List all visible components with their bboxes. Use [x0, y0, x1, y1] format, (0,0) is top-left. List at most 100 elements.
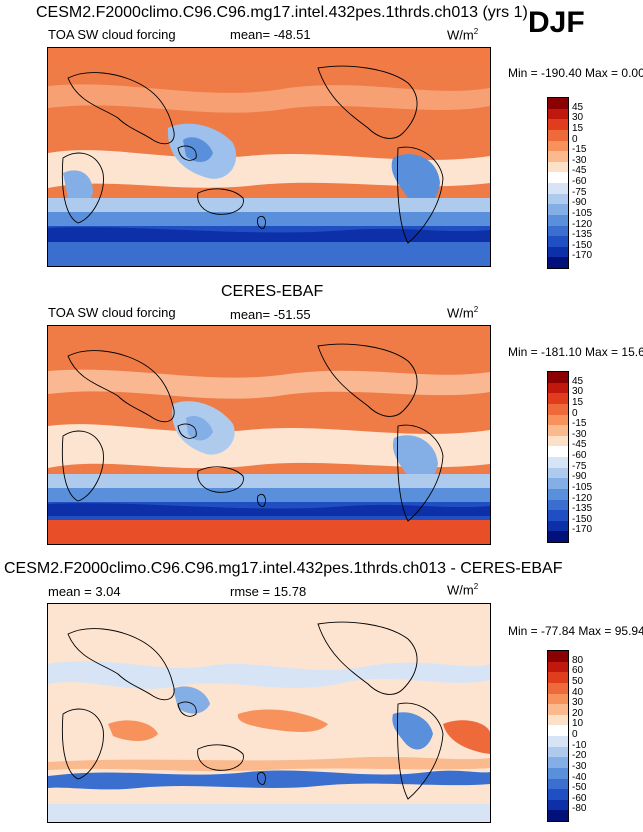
colorbar-swatch [548, 108, 568, 120]
colorbar-swatch [548, 714, 568, 726]
colorbar-tick-label: 0 [572, 133, 578, 145]
so-negative-band [48, 770, 490, 790]
panel-1-minmax: Min = -190.40 Max = 0.00 [508, 66, 643, 80]
colorbar-tick-label: 0 [572, 729, 578, 740]
antarctic-band [48, 242, 490, 266]
colorbar-swatch [548, 382, 568, 394]
colorbar-swatch [548, 151, 568, 162]
panel-3-map-svg [48, 604, 490, 822]
pacific-positive [237, 709, 328, 732]
colorbar-tick-label: 10 [572, 718, 584, 730]
warm-pool-core [186, 415, 213, 441]
colorbar-swatch [548, 693, 568, 705]
panel-2-title: CERES-EBAF [221, 283, 324, 300]
atlantic-positive [443, 720, 490, 754]
colorbar-tick-label: 0 [572, 407, 578, 419]
colorbar-tick-label: -90 [572, 471, 587, 483]
colorbar-tick-label: -30 [572, 428, 587, 440]
panel-1-map-svg [48, 48, 490, 266]
warm-pool-core [183, 137, 213, 162]
colorbar-tick-label: -40 [572, 771, 587, 783]
colorbar-swatch [548, 372, 568, 383]
warm-pool-negative [173, 686, 210, 714]
colorbar-tick-label: 60 [572, 665, 584, 677]
colorbar-swatch [548, 225, 568, 237]
panel-2-colorbar-ticks: 45 30 15 0 -15 -30 -45 -60 -75 -90 -105 -120 -135 -15… [572, 371, 632, 541]
colorbar-swatch [548, 725, 568, 736]
colorbar-swatch [548, 778, 568, 790]
colorbar-swatch [548, 499, 568, 511]
africa-convection [63, 170, 93, 206]
colorbar-tick-label: -150 [572, 513, 593, 525]
colorbar-swatch [548, 236, 568, 247]
colorbar-tick-label: -120 [572, 492, 593, 504]
colorbar-tick-label: -135 [572, 503, 593, 515]
colorbar-tick-label: -75 [572, 460, 587, 472]
colorbar-swatch [548, 414, 568, 426]
antarctic-band [48, 520, 490, 544]
colorbar-tick-label: 40 [572, 686, 584, 698]
panel-1-mean-label: mean= -48.51 [230, 27, 311, 42]
arctic-band [48, 48, 490, 68]
colorbar-swatch [548, 435, 568, 447]
colorbar-tick-label: 30 [572, 112, 584, 124]
colorbar-swatch [548, 214, 568, 226]
colorbar-tick-label: -45 [572, 165, 587, 177]
coastlines [61, 621, 444, 800]
colorbar-tick-label: -30 [572, 760, 587, 772]
coastlines [61, 65, 444, 244]
panel-3-title: CESM2.F2000climo.C96.C96.mg17.intel.432p… [4, 560, 563, 577]
colorbar-tick-label: -90 [572, 197, 587, 209]
colorbar-tick-label: -50 [572, 782, 587, 794]
panel-3-mean-label: mean = 3.04 [48, 584, 121, 599]
south-america-convection [392, 435, 438, 485]
panel-2-mean-label: mean= -51.55 [230, 307, 311, 322]
colorbar-swatch [548, 520, 568, 532]
panel-3-colorbar-ticks: 80 60 50 40 30 20 10 0 -10 -20 -30 -40 -50 -60 -80 [572, 650, 632, 820]
colorbar-tick-label: -60 [572, 450, 587, 461]
colorbar-tick-label: -10 [572, 739, 587, 751]
colorbar-swatch [548, 799, 568, 811]
south-america-convection [391, 154, 440, 209]
colorbar-tick-label: 30 [572, 697, 584, 709]
colorbar-swatch [548, 467, 568, 479]
colorbar-tick-label: 50 [572, 675, 584, 687]
colorbar-swatch [548, 457, 568, 468]
panel-1-variable-label: TOA SW cloud forcing [48, 27, 176, 42]
colorbar-swatch [548, 129, 568, 141]
colorbar-tick-label: -30 [572, 154, 587, 166]
colorbar-swatch [548, 183, 568, 194]
colorbar-tick-label: -135 [572, 229, 593, 241]
colorbar-tick-label: -120 [572, 218, 593, 230]
colorbar-swatch [548, 119, 568, 130]
colorbar-swatch [548, 767, 568, 779]
colorbar-swatch [548, 204, 568, 215]
colorbar-swatch [548, 810, 568, 821]
colorbar-tick-label: 45 [572, 101, 584, 113]
panel-2-map [47, 325, 491, 545]
colorbar-tick-label: -20 [572, 750, 587, 762]
colorbar-swatch [548, 757, 568, 768]
colorbar-tick-label: -60 [572, 792, 587, 804]
panel-1-colorbar-ticks: 45 30 15 0 -15 -30 -45 -60 -75 -90 -105 -120 -135 -15… [572, 97, 632, 267]
colorbar-tick-label: 80 [572, 654, 584, 666]
colorbar-swatch [548, 403, 568, 415]
colorbar-tick-label: -15 [572, 418, 587, 430]
colorbar-swatch [548, 257, 568, 268]
colorbar-tick-label: 45 [572, 375, 584, 387]
panel-3-map [47, 603, 491, 823]
colorbar-tick-label: -45 [572, 439, 587, 451]
nh-negative-band [48, 661, 490, 689]
indian-positive [108, 720, 158, 741]
colorbar-tick-label: -170 [572, 250, 593, 262]
season-label: DJF [528, 6, 585, 39]
colorbar-swatch [548, 161, 568, 173]
colorbar-swatch [548, 246, 568, 258]
colorbar-tick-label: -105 [572, 481, 593, 493]
colorbar-tick-label: 15 [572, 122, 584, 134]
panel-2-variable-label: TOA SW cloud forcing [48, 305, 176, 320]
panel-1-map [47, 47, 491, 267]
colorbar-swatch [548, 682, 568, 694]
colorbar-swatch [548, 531, 568, 542]
panel-3-units: W/m2 [447, 582, 479, 598]
